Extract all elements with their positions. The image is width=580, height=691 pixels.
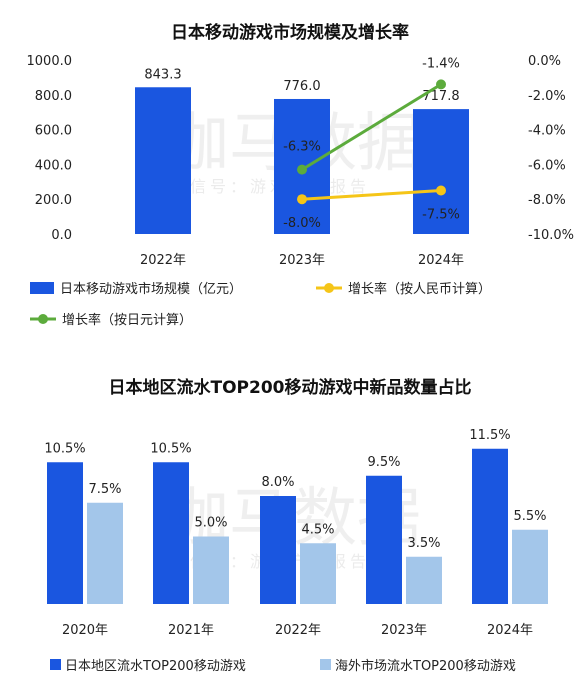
- y-axis-tick: 400.0: [35, 158, 72, 173]
- chart1: 1000.0 800.0 600.0 400.0 200.0 0.0 0.0% -2.0% -4…: [27, 54, 575, 328]
- y2-axis-tick: -2.0%: [528, 89, 566, 104]
- market-size-label: 776.0: [283, 79, 320, 94]
- share-bar: [153, 462, 189, 604]
- legend-label-line: 增长率（按人民币计算）: [348, 281, 491, 297]
- market-size-bar: [135, 87, 191, 234]
- chart2: 2020年 2021年 2022年 2023年 2024年 10.5% 10.5% 8.0% 9…: [44, 428, 548, 674]
- y2-axis-tick: 0.0%: [528, 54, 561, 69]
- chart1-title: 日本移动游戏市场规模及增长率: [171, 22, 409, 43]
- y-axis-tick: 1000.0: [27, 54, 73, 69]
- growth-line: [301, 189, 442, 201]
- share-label: 5.0%: [194, 516, 227, 531]
- legend-label-line: 增长率（按日元计算）: [62, 312, 192, 328]
- y-axis-tick: 0.0: [51, 228, 72, 243]
- x-axis-tick: 2024年: [418, 253, 464, 268]
- y2-axis-tick: -8.0%: [528, 193, 566, 208]
- share-bar: [87, 502, 123, 604]
- watermark-1-sub: 微信号：游戏产业报告: [170, 177, 370, 196]
- x-axis-tick: 2024年: [487, 623, 533, 638]
- share-label: 4.5%: [301, 522, 334, 537]
- growth-point: [297, 194, 307, 205]
- market-size-bar: [413, 109, 469, 234]
- x-axis-tick: 2022年: [140, 253, 186, 268]
- x-axis-tick: 2023年: [279, 253, 325, 268]
- y-axis-tick: 600.0: [35, 124, 72, 139]
- market-size-label: 717.8: [422, 89, 459, 104]
- growth-point: [436, 185, 446, 196]
- share-bar: [300, 543, 336, 604]
- legend-swatch: [50, 659, 61, 670]
- share-bar: [366, 475, 402, 604]
- y2-axis-tick: -4.0%: [528, 124, 566, 139]
- x-axis-tick: 2023年: [381, 623, 427, 638]
- share-label: 7.5%: [88, 482, 121, 497]
- x-axis-tick: 2021年: [168, 623, 214, 638]
- chart2-title: 日本地区流水TOP200移动游戏中新品数量占比: [109, 377, 472, 398]
- share-label: 3.5%: [407, 536, 440, 551]
- x-axis-tick: 2020年: [62, 623, 108, 638]
- y2-axis-tick: -6.0%: [528, 158, 566, 173]
- share-label: 10.5%: [150, 441, 191, 456]
- share-bar: [193, 536, 229, 604]
- share-bar: [47, 462, 83, 604]
- growth-point: [436, 79, 446, 90]
- legend-swatch-bar: [30, 282, 54, 294]
- growth-label: -1.4%: [422, 56, 460, 71]
- share-bar: [260, 496, 296, 604]
- y2-axis-tick: -10.0%: [528, 228, 574, 243]
- legend-swatch-marker: [38, 314, 48, 324]
- growth-label: -7.5%: [422, 208, 460, 223]
- share-label: 9.5%: [367, 455, 400, 470]
- growth-label: -8.0%: [283, 216, 321, 231]
- share-bar: [472, 448, 508, 604]
- legend-label: 海外市场流水TOP200移动游戏: [335, 658, 516, 674]
- legend-label-bar: 日本移动游戏市场规模（亿元）: [60, 281, 242, 297]
- legend-swatch: [320, 659, 331, 670]
- share-bar: [406, 556, 442, 604]
- share-label: 10.5%: [44, 441, 85, 456]
- share-label: 11.5%: [469, 428, 510, 443]
- share-label: 8.0%: [261, 475, 294, 490]
- growth-point: [297, 164, 307, 175]
- legend-swatch-marker: [324, 283, 334, 293]
- y-axis-tick: 200.0: [35, 193, 72, 208]
- legend-label: 日本地区流水TOP200移动游戏: [65, 659, 246, 674]
- share-bar: [512, 529, 548, 604]
- market-size-label: 843.3: [144, 67, 181, 82]
- y-axis-tick: 800.0: [35, 89, 72, 104]
- growth-label: -6.3%: [283, 140, 321, 155]
- x-axis-tick: 2022年: [275, 623, 321, 638]
- growth-line: [301, 83, 442, 171]
- share-label: 5.5%: [513, 509, 546, 524]
